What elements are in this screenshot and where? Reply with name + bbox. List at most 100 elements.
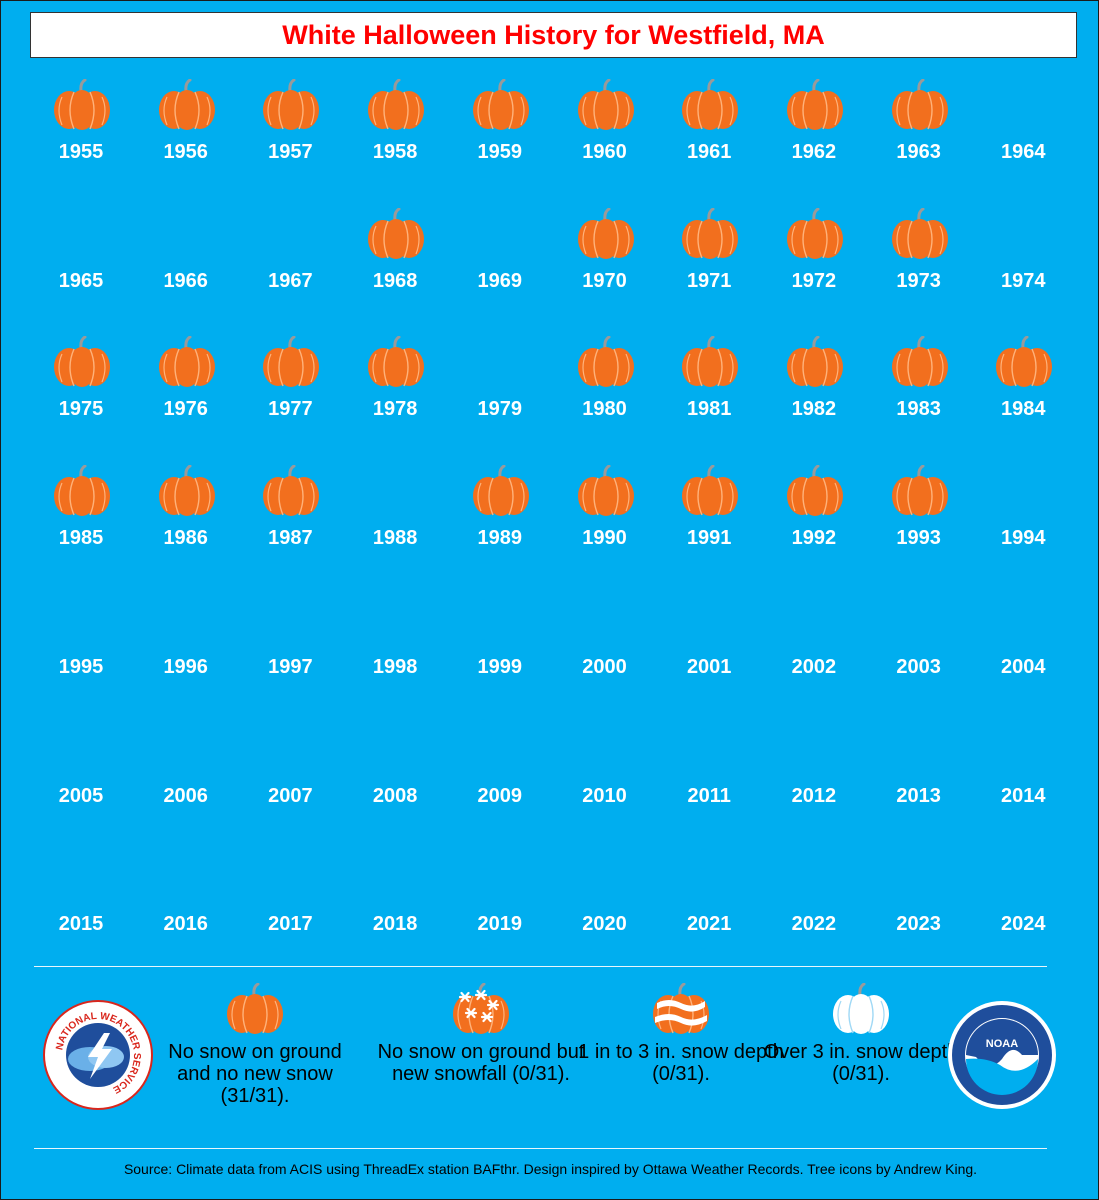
year-cell: 1981 (659, 335, 759, 446)
pumpkin-icon (157, 464, 217, 517)
pumpkin-icon (890, 464, 950, 517)
year-cell: 2009 (450, 723, 550, 833)
year-label: 1959 (477, 141, 523, 163)
year-label: 1984 (1001, 398, 1046, 421)
year-cell: 2012 (764, 723, 864, 833)
year-label: 2020 (582, 913, 627, 936)
year-cell: 1967 (240, 208, 340, 318)
year-label: 2008 (372, 784, 418, 807)
year-cell: 1992 (764, 464, 864, 575)
pumpkin-icon (157, 335, 217, 388)
year-label: 1988 (372, 527, 418, 550)
year-label: 1972 (791, 269, 837, 292)
year-cell: 1957 (240, 78, 340, 189)
year-cell: 2022 (764, 851, 864, 961)
year-cell: 2000 (555, 594, 655, 704)
pumpkin-icon (785, 78, 845, 131)
year-cell: 1960 (555, 78, 655, 189)
year-label: 1994 (1001, 527, 1046, 550)
pumpkin-icon (261, 78, 321, 131)
pumpkin-icon (576, 335, 636, 388)
pumpkin-icon (680, 464, 740, 517)
year-cell: 1994 (973, 465, 1073, 575)
year-cell: 1956 (136, 78, 236, 189)
year-cell: 2020 (555, 851, 655, 961)
year-label: 1960 (582, 141, 627, 163)
year-cell: 2001 (659, 594, 759, 704)
year-label: 2007 (268, 784, 313, 807)
year-label: 1999 (477, 655, 523, 678)
year-label: 1966 (163, 269, 208, 292)
year-label: 2016 (163, 913, 208, 936)
year-label: 1983 (896, 398, 941, 421)
year-cell: 2015 (31, 851, 131, 961)
year-label: 2021 (686, 913, 732, 936)
year-cell: 2018 (345, 851, 445, 961)
year-cell: 1987 (240, 464, 340, 575)
legend-label: No snow on ground but new snowfall (0/31… (377, 1041, 585, 1085)
year-cell: 1973 (869, 207, 969, 318)
year-cell: 2023 (869, 851, 969, 961)
year-cell: 1958 (345, 78, 445, 189)
year-label: 1968 (372, 269, 418, 292)
year-cell: 2024 (973, 851, 1073, 961)
year-cell: 1977 (240, 335, 340, 446)
year-label: 2015 (58, 913, 104, 936)
legend-label: 1 in to 3 in. snow depth (0/31). (578, 1041, 784, 1085)
year-cell: 2016 (136, 851, 236, 961)
legend-item: No snow on ground but new snowfall (0/31… (376, 982, 586, 1123)
year-label: 1981 (686, 398, 732, 421)
year-label: 1980 (582, 398, 627, 421)
year-label: 2005 (58, 784, 104, 807)
year-cell: 1995 (31, 594, 131, 704)
year-cell: 1972 (764, 207, 864, 318)
pumpkin-icon (890, 335, 950, 388)
year-cell: 1982 (764, 335, 864, 446)
year-label: 1996 (163, 655, 208, 678)
pumpkin-icon (157, 78, 217, 131)
year-cell: 1959 (450, 78, 550, 189)
pumpkin-icon (576, 464, 636, 517)
year-cell: 1955 (31, 78, 131, 189)
year-label: 1963 (896, 141, 941, 163)
year-cell: 2013 (869, 723, 969, 833)
year-label: 1965 (58, 269, 104, 292)
year-label: 1998 (372, 655, 418, 678)
year-cell: 1969 (450, 208, 550, 318)
legend-label: No snow on ground and no new snow (31/31… (168, 1041, 342, 1107)
year-label: 2002 (791, 655, 837, 678)
year-cell: 1974 (973, 208, 1073, 318)
year-cell: 2008 (345, 723, 445, 833)
year-cell: 2006 (136, 723, 236, 833)
year-cell: 1961 (659, 78, 759, 189)
year-label: 1975 (58, 398, 104, 421)
year-cell: 2003 (869, 594, 969, 704)
year-cell: 1984 (973, 335, 1073, 446)
pumpkin-icon (471, 464, 531, 517)
pumpkin-icon (261, 335, 321, 388)
year-label: 1958 (372, 141, 418, 163)
year-cell: 2011 (659, 723, 759, 833)
year-label: 1971 (686, 269, 732, 292)
year-label: 1955 (58, 141, 104, 163)
year-label: 2004 (1001, 655, 1046, 678)
year-cell: 1962 (764, 78, 864, 189)
snowflake-pumpkin-icon (451, 982, 511, 1035)
year-cell: 1975 (31, 335, 131, 446)
year-cell: 2017 (240, 851, 340, 961)
pumpkin-icon (785, 207, 845, 260)
year-cell: 1998 (345, 594, 445, 704)
year-cell: 1985 (31, 464, 131, 575)
year-label: 2009 (477, 784, 523, 807)
divider-bottom (34, 1148, 1047, 1149)
pumpkin-icon (680, 207, 740, 260)
pumpkin-icon (261, 464, 321, 517)
white-pumpkin-icon (831, 982, 891, 1035)
year-label: 1977 (268, 398, 313, 421)
year-label: 1979 (477, 398, 523, 421)
pumpkin-icon (366, 335, 426, 388)
year-label: 2014 (1001, 784, 1046, 807)
year-cell: 1996 (136, 594, 236, 704)
pumpkin-icon (785, 335, 845, 388)
